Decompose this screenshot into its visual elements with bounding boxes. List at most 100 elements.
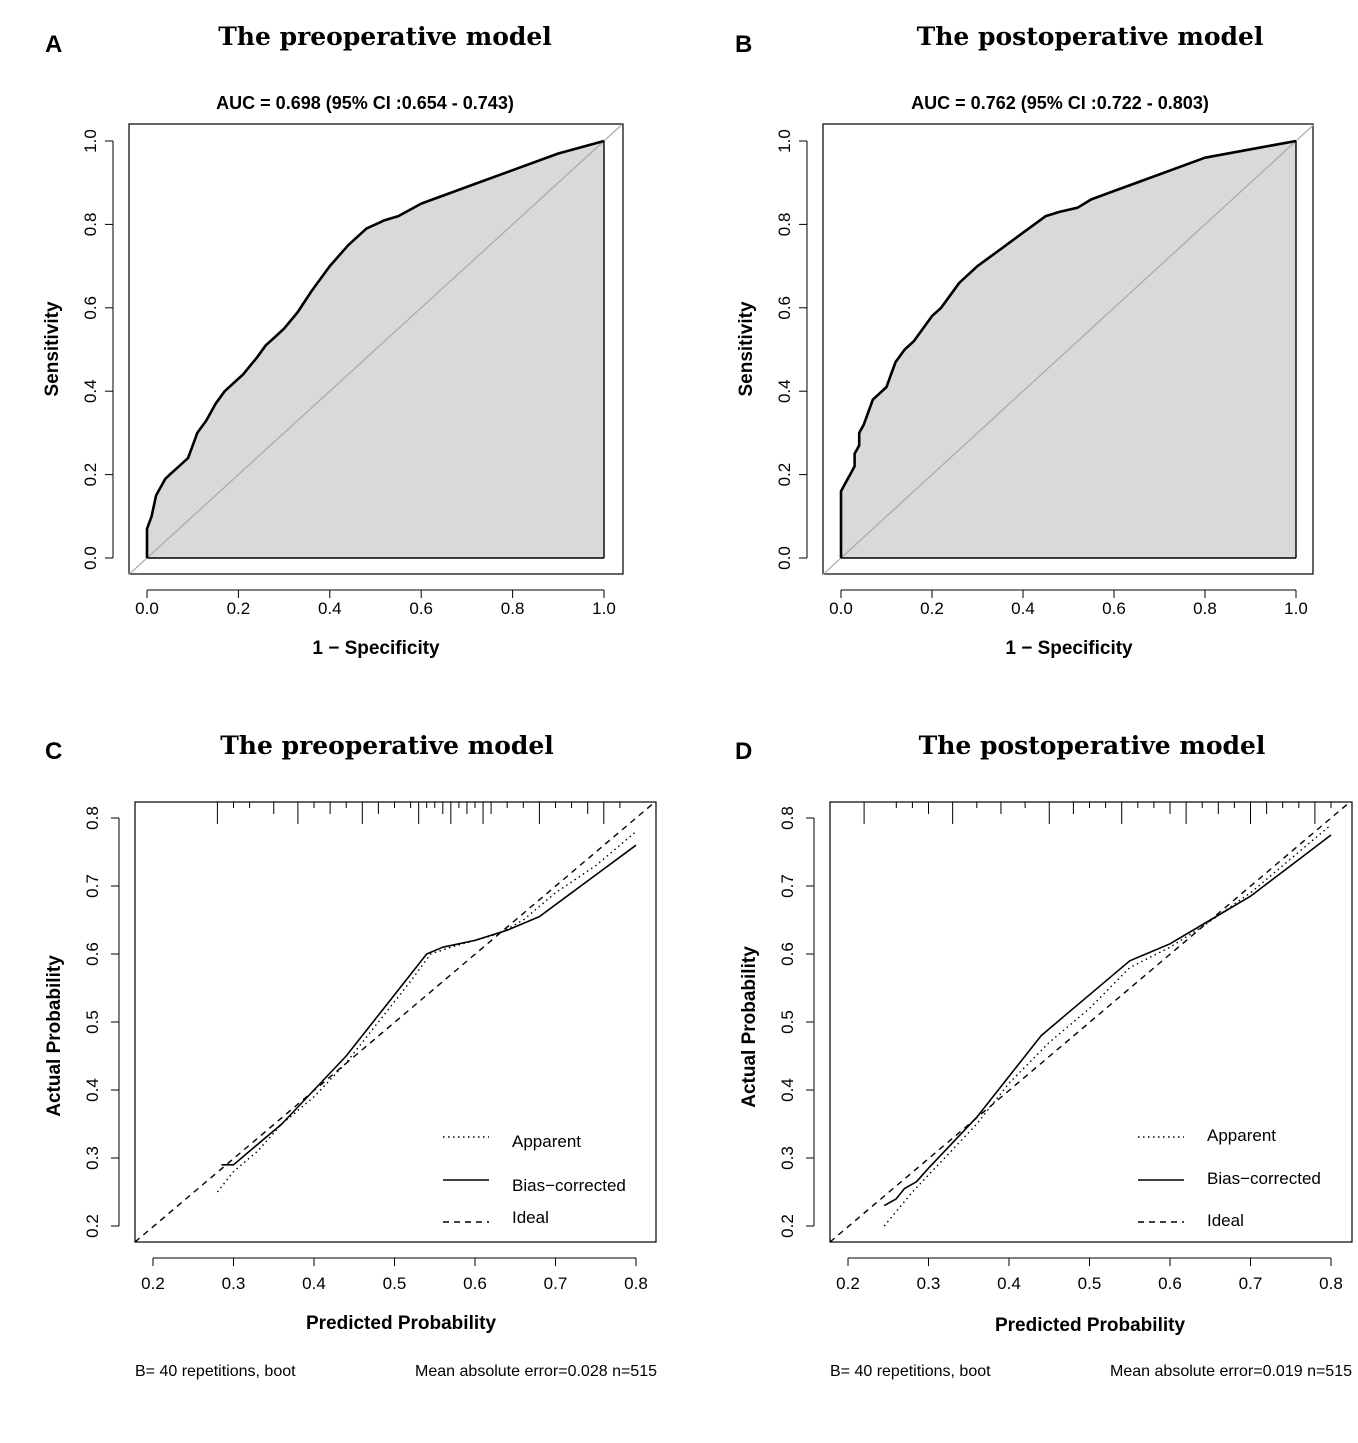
calibration-line-apparentc <box>216 831 637 1193</box>
x-tick-label-a: 0.4 <box>318 599 342 618</box>
y-tick-label-d: 0.4 <box>778 1078 797 1102</box>
legend-c: Apparent Bias−corrected Ideal <box>443 1132 626 1227</box>
x-tick-label-a: 0.2 <box>227 599 251 618</box>
y-tick-label-a: 0.2 <box>81 463 100 487</box>
calibration-line-bias-correctedc <box>221 844 637 1166</box>
y-tick-label-c: 0.6 <box>83 942 102 966</box>
y-axis-label-d: Actual Probability <box>739 946 760 1108</box>
legend-label-bias-corrected-c: Bias−corrected <box>512 1176 626 1195</box>
plot-frame-c <box>134 801 657 1243</box>
y-tick-label-c: 0.3 <box>83 1146 102 1170</box>
y-tick-label-c: 0.2 <box>83 1214 102 1238</box>
plot-area-d: 0.2 0.3 0.4 0.5 0.6 0.7 0.8 0.2 0.3 0.4 0.5 0.6 0.7 0… <box>778 802 1348 1293</box>
y-tick-label-d: 0.7 <box>778 874 797 898</box>
legend-label-apparent-d: Apparent <box>1207 1126 1276 1145</box>
x-tick-label-b: 0.6 <box>1102 599 1126 618</box>
x-tick-label-a: 0.8 <box>501 599 525 618</box>
footer-left-c: B= 40 repetitions, boot <box>135 1363 296 1380</box>
calibration-line-apparentd <box>883 824 1332 1227</box>
footer-left-d: B= 40 repetitions, boot <box>830 1363 991 1380</box>
panel-a: A The preoperative model AUC = 0.698 (95… <box>42 22 624 659</box>
y-tick-label-a: 1.0 <box>81 129 100 153</box>
plot-frame-b <box>822 123 1314 575</box>
y-tick-label-c: 0.8 <box>83 806 102 830</box>
y-tick-label-b: 1.0 <box>775 129 794 153</box>
rug-d <box>863 802 1332 824</box>
y-tick-label-b: 0.8 <box>775 213 794 237</box>
x-tick-label-d: 0.4 <box>997 1274 1021 1293</box>
y-tick-label-d: 0.8 <box>778 806 797 830</box>
y-tick-label-b: 0.4 <box>775 379 794 403</box>
panel-d: D The postoperative model Predicted Prob… <box>735 731 1353 1380</box>
y-tick-label-c: 0.7 <box>83 874 102 898</box>
x-tick-label-d: 0.7 <box>1239 1274 1263 1293</box>
plot-area-c: 0.2 0.3 0.4 0.5 0.6 0.7 0.8 0.2 0.3 0.4 0.5 0.6 0.7 0… <box>83 802 653 1293</box>
x-tick-label-d: 0.8 <box>1319 1274 1343 1293</box>
x-axis-label-c: Predicted Probability <box>306 1313 496 1334</box>
panel-c: C The preoperative model Predicted Proba… <box>44 731 657 1380</box>
panel-letter-b: B <box>735 31 752 58</box>
plot-frame-a <box>128 123 624 575</box>
chart-title-b: The postoperative model <box>917 22 1264 51</box>
legend-label-ideal-c: Ideal <box>512 1208 549 1227</box>
panel-b: B The postoperative model AUC = 0.762 (9… <box>735 22 1315 659</box>
x-tick-label-a: 0.0 <box>135 599 159 618</box>
y-tick-label-a: 0.4 <box>81 379 100 403</box>
y-axis-label-c: Actual Probability <box>44 955 65 1117</box>
plot-area-b: 0.0 0.2 0.4 0.6 0.8 1.0 0.0 0.2 0.4 0.6 0.8 1.0 <box>775 123 1315 618</box>
y-tick-label-a: 0.8 <box>81 213 100 237</box>
legend-label-apparent-c: Apparent <box>512 1132 581 1151</box>
x-tick-label-a: 0.6 <box>409 599 433 618</box>
x-tick-label-b: 0.0 <box>829 599 853 618</box>
y-tick-label-d: 0.3 <box>778 1146 797 1170</box>
chart-title-c: The preoperative model <box>220 731 554 760</box>
x-axis-label-d: Predicted Probability <box>995 1315 1185 1336</box>
x-tick-label-d: 0.6 <box>1158 1274 1182 1293</box>
chart-subtitle-a: AUC = 0.698 (95% CI :0.654 - 0.743) <box>216 93 514 113</box>
y-tick-label-a: 0.0 <box>81 546 100 570</box>
rug-c <box>216 802 621 824</box>
x-axis-label-b: 1 − Specificity <box>1005 638 1133 659</box>
x-tick-label-b: 0.8 <box>1193 599 1217 618</box>
x-tick-label-d: 0.3 <box>917 1274 941 1293</box>
legend-label-bias-corrected-d: Bias−corrected <box>1207 1169 1321 1188</box>
panel-letter-a: A <box>45 31 62 58</box>
x-tick-label-d: 0.2 <box>836 1274 860 1293</box>
x-tick-label-c: 0.3 <box>222 1274 246 1293</box>
plot-frame-d <box>829 801 1353 1243</box>
x-tick-label-c: 0.4 <box>302 1274 326 1293</box>
y-tick-label-d: 0.5 <box>778 1010 797 1034</box>
x-tick-label-c: 0.7 <box>544 1274 568 1293</box>
chart-title-a: The preoperative model <box>218 22 552 51</box>
chart-subtitle-b: AUC = 0.762 (95% CI :0.722 - 0.803) <box>911 93 1209 113</box>
x-tick-label-b: 0.4 <box>1011 599 1035 618</box>
y-tick-label-d: 0.6 <box>778 942 797 966</box>
plot-area-a: 0.0 0.2 0.4 0.6 0.8 1.0 0.0 0.2 0.4 0.6 0.8 1.0 <box>81 123 623 618</box>
x-tick-label-a: 1.0 <box>592 599 616 618</box>
x-axis-label-a: 1 − Specificity <box>312 638 440 659</box>
chart-title-d: The postoperative model <box>919 731 1266 760</box>
y-tick-label-b: 0.2 <box>775 463 794 487</box>
y-tick-label-c: 0.5 <box>83 1010 102 1034</box>
calibration-line-idealc <box>134 803 653 1243</box>
y-tick-label-b: 0.0 <box>775 546 794 570</box>
roc-curve-a <box>145 139 605 558</box>
x-tick-label-c: 0.8 <box>624 1274 648 1293</box>
x-tick-label-c: 0.5 <box>383 1274 407 1293</box>
x-tick-label-c: 0.2 <box>141 1274 165 1293</box>
y-tick-label-b: 0.6 <box>775 296 794 320</box>
reference-diagonal-a <box>128 123 623 576</box>
y-tick-label-a: 0.6 <box>81 296 100 320</box>
y-axis-label-b: Sensitivity <box>736 301 757 396</box>
y-axis-label-a: Sensitivity <box>42 301 63 396</box>
reference-diagonal-b <box>822 123 1315 576</box>
y-tick-label-d: 0.2 <box>778 1214 797 1238</box>
panel-letter-d: D <box>735 738 752 765</box>
x-tick-label-b: 0.2 <box>920 599 944 618</box>
roc-curve-b <box>839 139 1297 558</box>
legend-label-ideal-d: Ideal <box>1207 1211 1244 1230</box>
y-tick-label-c: 0.4 <box>83 1078 102 1102</box>
legend-d: Apparent Bias−corrected Ideal <box>1138 1126 1321 1230</box>
